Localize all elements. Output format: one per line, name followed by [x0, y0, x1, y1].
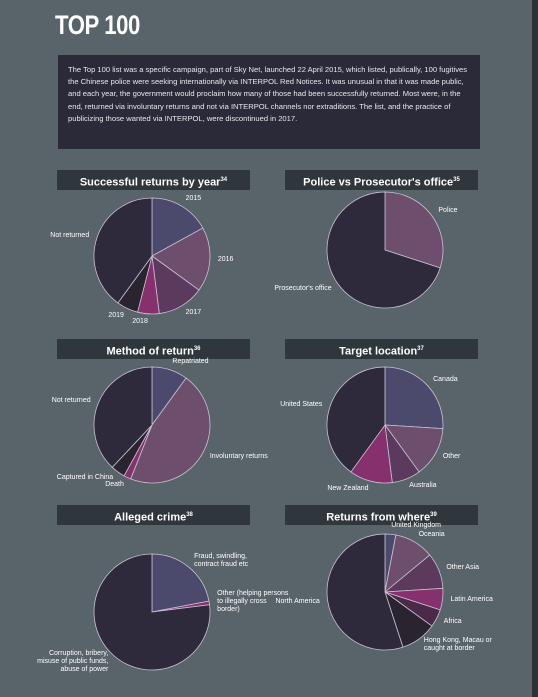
chart-title: Alleged crime38	[57, 505, 250, 525]
slice-label: Hong Kong, Macau or caught at border	[423, 637, 492, 653]
pie-slice	[384, 424, 444, 473]
intro-text: The Top 100 list was a specific campaign…	[58, 55, 480, 149]
slice-label: Prosecutor's office	[274, 284, 332, 292]
pie-slice	[151, 227, 211, 291]
slice-label: Captured in China	[56, 474, 114, 482]
pie-slice	[384, 366, 444, 430]
slice-label: Repatriated	[172, 358, 209, 366]
pie-slice	[151, 553, 210, 613]
pie-slice	[93, 553, 211, 671]
footnote-ref: 36	[193, 346, 201, 352]
chart-title: Police vs Prosecutor's office35	[285, 170, 478, 190]
pie-slice	[151, 197, 204, 257]
slice-label: Canada	[433, 375, 458, 383]
slice-label: Oceania	[418, 531, 445, 539]
page-title: TOP 100	[55, 10, 140, 40]
slice-label: Involuntary returns	[209, 452, 268, 460]
chart-title: Method of return36	[57, 339, 250, 359]
chart-title: Successful returns by year34	[57, 170, 250, 190]
footnote-ref: 34	[220, 177, 228, 183]
chart-title-text: Returns from where	[326, 511, 431, 524]
slice-label: 2016	[217, 256, 234, 264]
slice-label: North America	[275, 598, 320, 606]
pie-slice	[326, 533, 404, 651]
slice-label: New Zealand	[327, 484, 369, 492]
slice-label: Other Asia	[446, 563, 480, 571]
slice-label: 2017	[185, 308, 202, 316]
chart-title-text: Police vs Prosecutor's office	[303, 176, 454, 189]
slice-label: Other (helping persons to illegally cros…	[217, 589, 289, 613]
chart-title-text: Target location	[339, 345, 418, 358]
pie-slice	[93, 366, 153, 468]
pie-slice	[93, 197, 153, 304]
slice-label: Fraud, swindling, contract fraud etc	[194, 553, 249, 569]
chart-title: Target location37	[285, 339, 478, 359]
slice-label: Australia	[409, 482, 437, 490]
footnote-ref: 39	[430, 512, 437, 518]
chart-title-text: Alleged crime	[114, 511, 187, 524]
pie-slice	[326, 366, 386, 473]
slice-label: Other	[442, 452, 461, 460]
slice-label: Corruption, bribery, misuse of public fu…	[37, 649, 109, 673]
slice-label: 2019	[108, 311, 124, 319]
footnote-ref: 37	[417, 346, 424, 352]
slice-label: 2018	[132, 317, 148, 325]
page-edge	[532, 0, 538, 697]
footnote-ref: 38	[186, 512, 193, 518]
chart-title-text: Method of return	[106, 345, 194, 358]
slice-label: Africa	[443, 617, 462, 625]
slice-label: Death	[105, 480, 124, 488]
pie-slice	[326, 191, 441, 309]
slice-label: United States	[280, 400, 323, 408]
slice-label: Not returned	[51, 396, 91, 404]
slice-label: 2015	[185, 195, 202, 203]
footnote-ref: 35	[453, 177, 460, 183]
slice-label: Not returned	[50, 231, 90, 239]
slice-label: United Kingdom	[391, 522, 442, 530]
chart-title-text: Successful returns by year	[79, 176, 221, 189]
pie-slice	[384, 191, 444, 269]
chart-title: Returns from where39	[285, 505, 478, 525]
slice-label: Police	[438, 207, 458, 215]
slice-label: Latin America	[450, 596, 493, 604]
pie-slice	[130, 377, 211, 484]
